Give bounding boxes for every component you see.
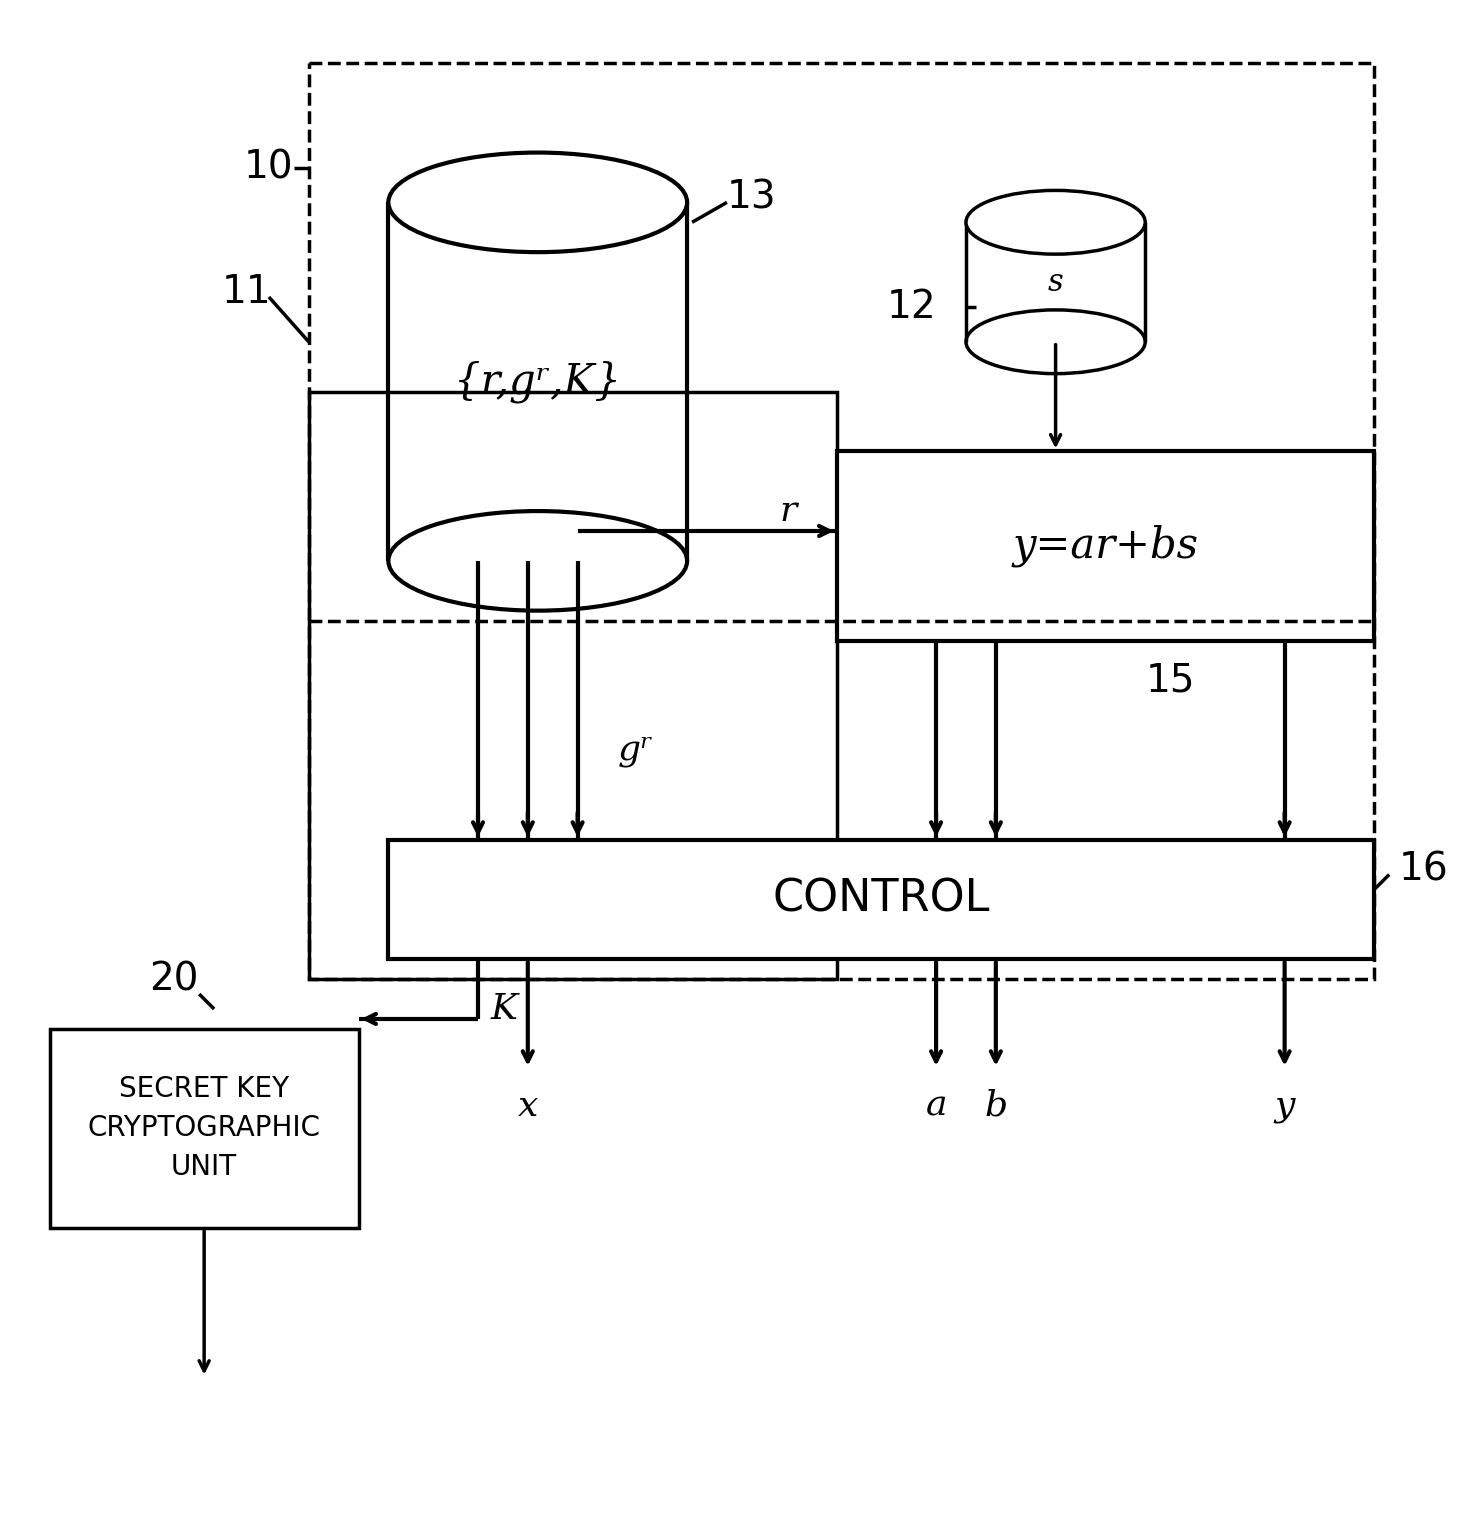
Text: K: K [491,993,517,1026]
Text: 15: 15 [1145,662,1195,700]
Text: gʳ: gʳ [618,734,653,768]
Text: CONTROL: CONTROL [772,878,989,921]
Text: x: x [517,1089,538,1123]
Text: 12: 12 [886,288,935,326]
Ellipse shape [966,190,1145,254]
Text: {r,gʳ,K}: {r,gʳ,K} [455,360,621,403]
Bar [389,840,1374,959]
Text: r: r [779,493,797,529]
Text: a: a [925,1089,947,1123]
Bar [50,1030,358,1229]
Text: 10: 10 [245,149,294,187]
Text: 13: 13 [727,178,777,216]
Bar [309,392,836,979]
Text: y=ar+bs: y=ar+bs [1013,524,1198,567]
Text: 16: 16 [1399,850,1448,889]
Text: 20: 20 [150,961,200,999]
Text: s: s [1048,267,1064,297]
Text: 11: 11 [221,273,272,311]
Text: SECRET KEY
CRYPTOGRAPHIC
UNIT: SECRET KEY CRYPTOGRAPHIC UNIT [87,1075,321,1181]
Ellipse shape [389,153,688,253]
Bar [836,452,1374,640]
Text: y: y [1275,1089,1295,1123]
Text: b: b [985,1089,1007,1123]
Bar [309,63,1374,979]
